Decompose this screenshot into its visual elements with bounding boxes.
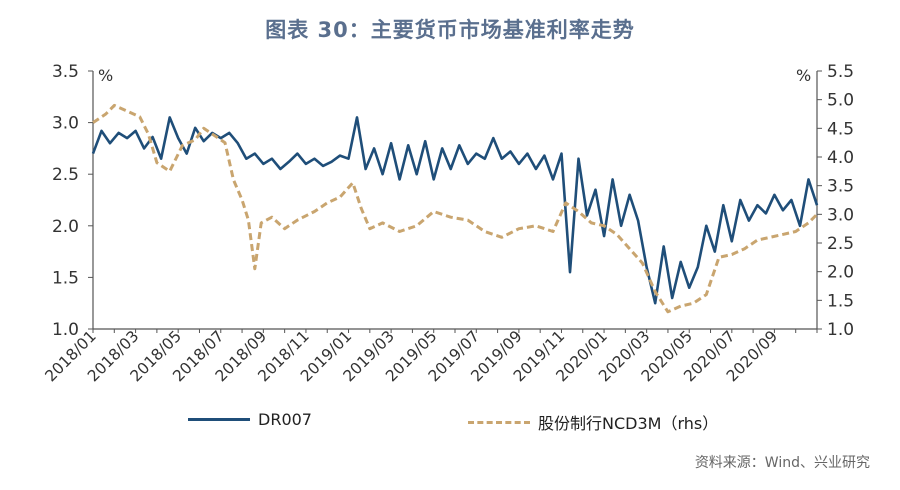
chart-title: 图表 30：主要货币市场基准利率走势 xyxy=(265,18,635,42)
series-line-ncd3m xyxy=(92,103,819,314)
y-right-tick-label: 1.5 xyxy=(827,291,854,311)
legend-item-ncd3m: 股份制行NCD3M（rhs） xyxy=(468,410,718,434)
y-right-tick-label: 5.0 xyxy=(827,91,854,111)
legend-swatch-ncd3m xyxy=(468,420,530,424)
right-axis-unit: % xyxy=(796,66,812,85)
y-right-tick-label: 3.5 xyxy=(827,177,854,197)
legend-swatch-dr007 xyxy=(188,418,250,421)
legend-label-dr007: DR007 xyxy=(258,410,312,429)
y-right-tick-label: 5.5 xyxy=(827,62,854,82)
source-note: 资料来源：Wind、兴业研究 xyxy=(694,455,870,471)
y-left-tick-label: 3.5 xyxy=(52,62,79,82)
y-right-tick-label: 2.0 xyxy=(827,263,854,283)
y-left-tick-label: 3.0 xyxy=(52,114,79,134)
left-axis-unit: % xyxy=(98,66,114,85)
y-right-tick-label: 4.0 xyxy=(827,148,854,168)
y-left-tick-label: 2.5 xyxy=(52,165,79,185)
y-right-tick-label: 1.0 xyxy=(827,320,854,340)
legend-item-dr007: DR007 xyxy=(188,410,312,429)
y-right-tick-label: 4.5 xyxy=(827,119,854,139)
y-left-tick-label: 1.5 xyxy=(52,268,79,288)
legend-label-ncd3m: 股份制行NCD3M（rhs） xyxy=(538,414,719,433)
y-left-tick-label: 2.0 xyxy=(52,217,79,237)
y-left-tick-label: 1.0 xyxy=(52,320,79,340)
y-right-tick-label: 2.5 xyxy=(827,234,854,254)
y-right-tick-label: 3.0 xyxy=(827,205,854,225)
series-line-dr007 xyxy=(91,116,819,305)
